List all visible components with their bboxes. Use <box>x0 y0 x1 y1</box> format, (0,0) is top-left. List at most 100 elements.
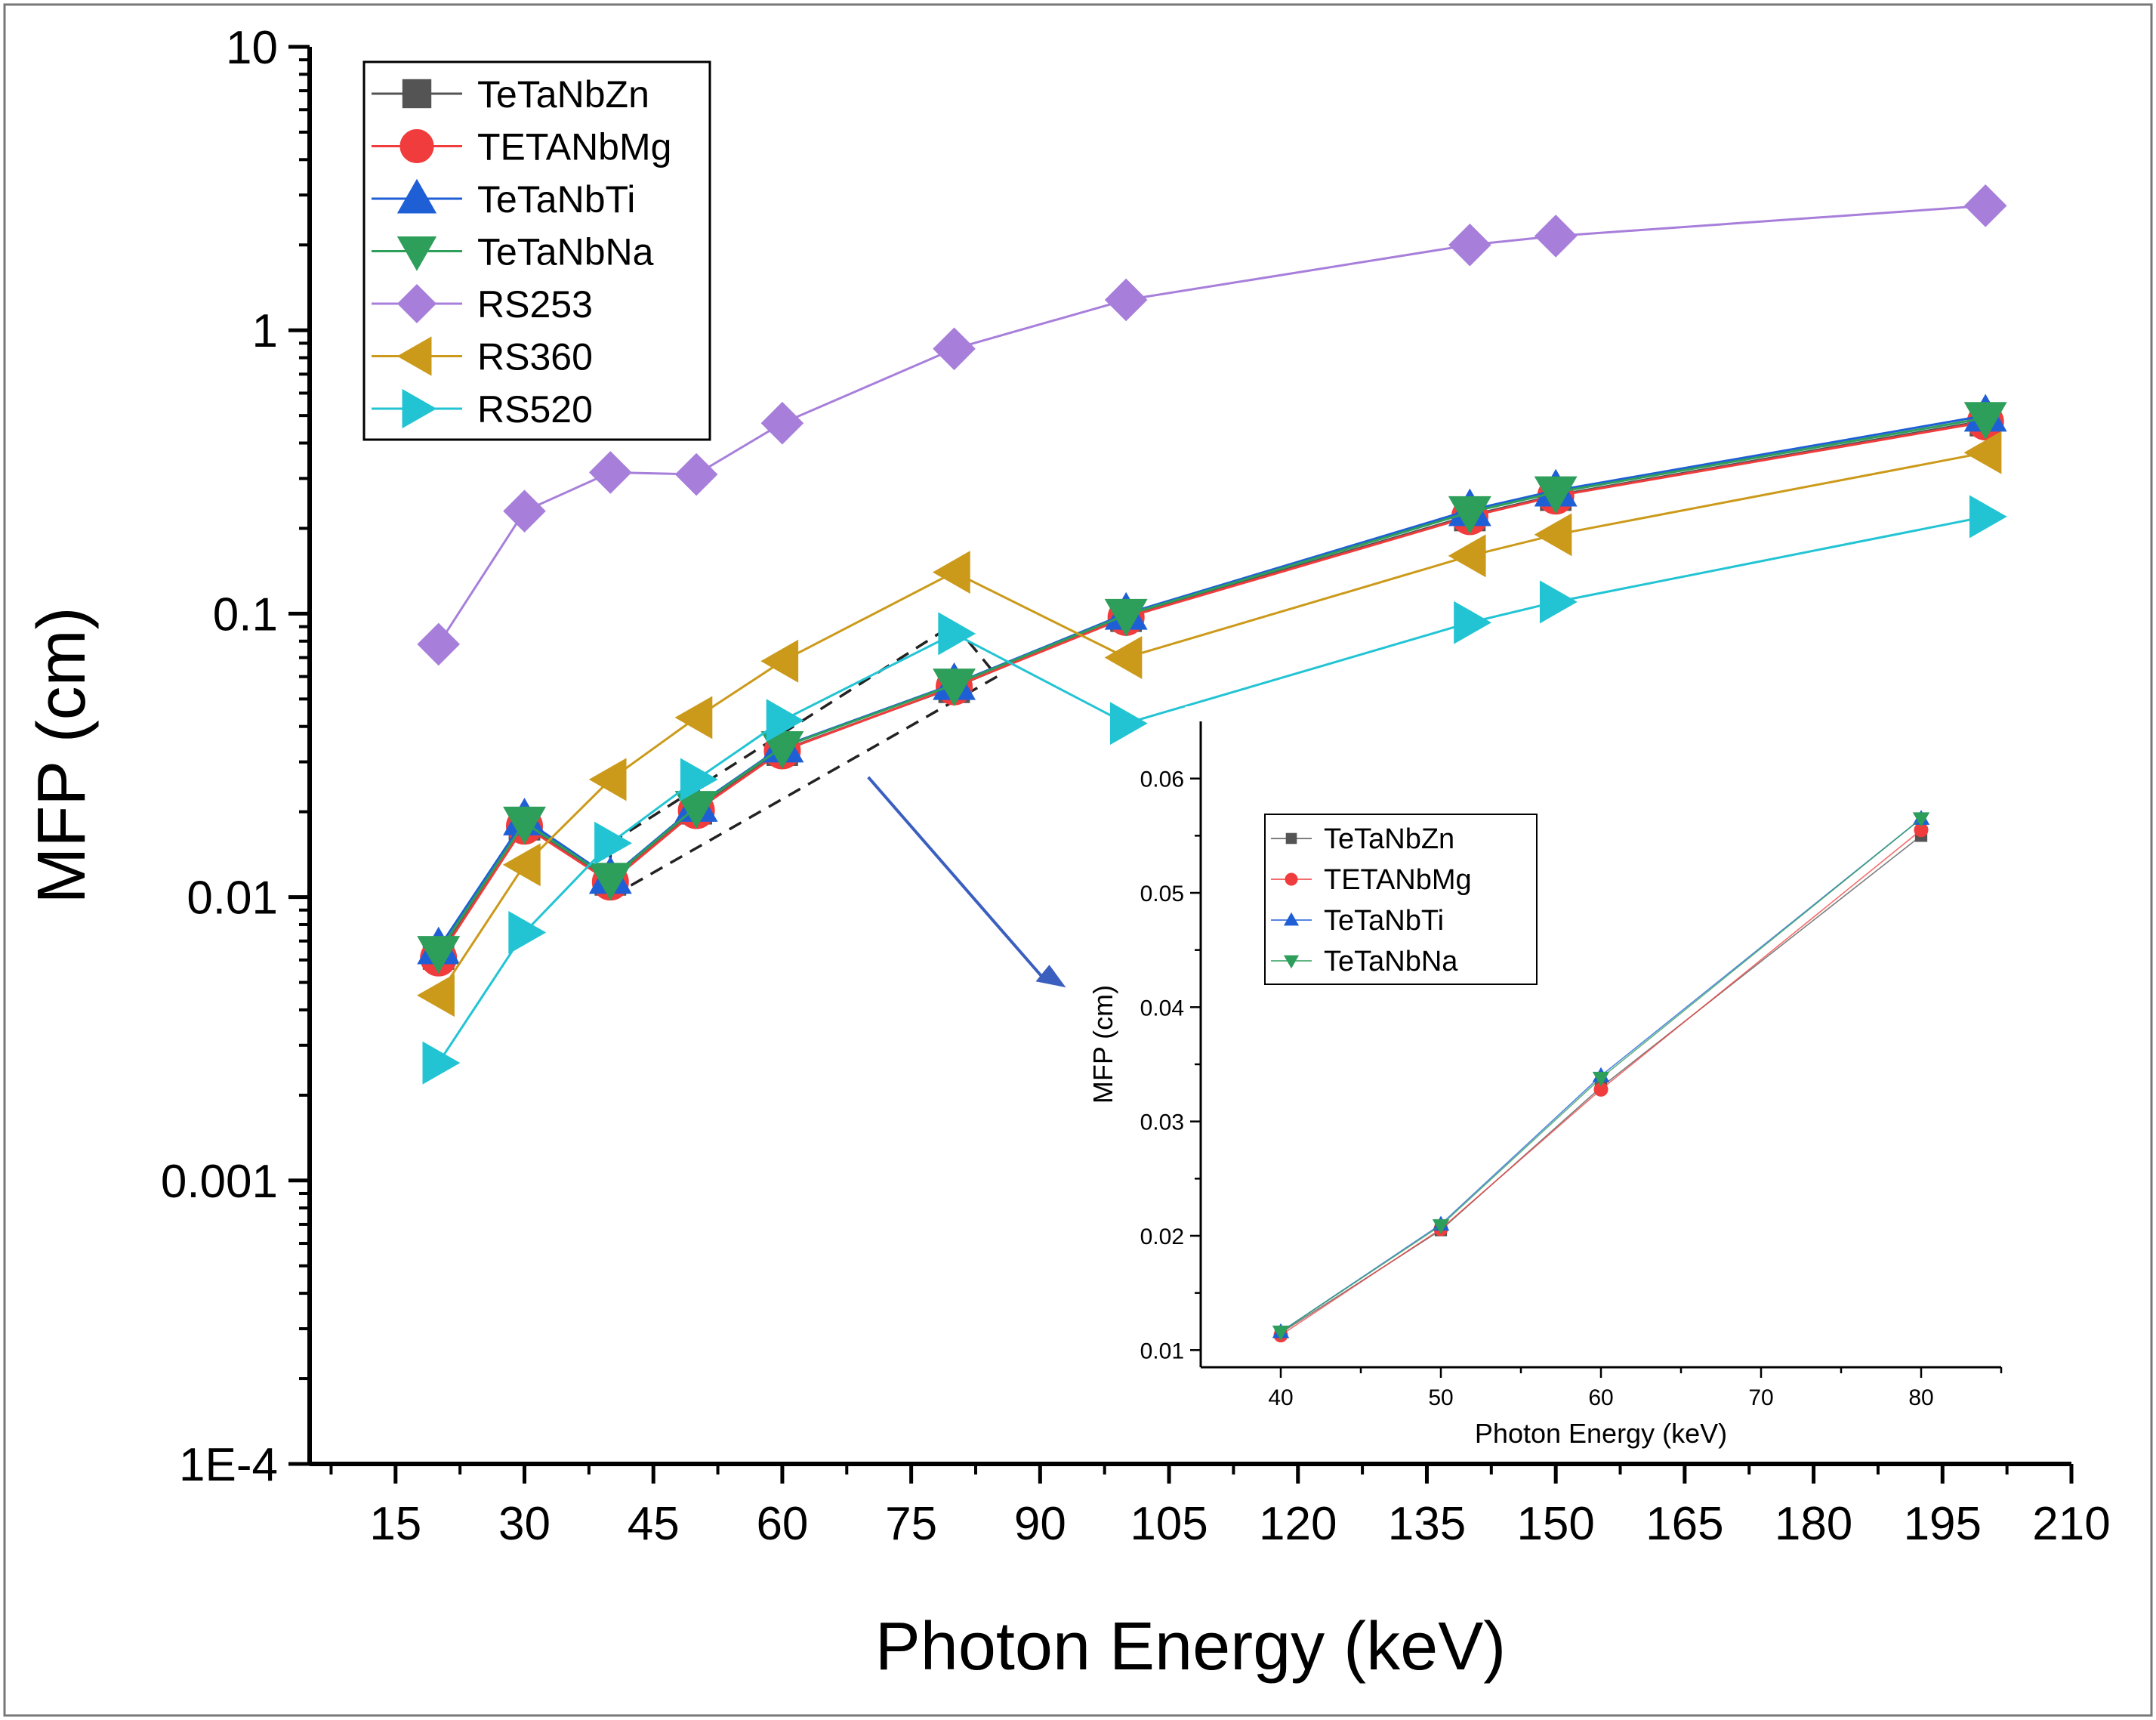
inset-y-tick-label-0: 0.01 <box>1140 1339 1184 1363</box>
inset-legend-label-tetanbti: TeTaNbTi <box>1324 905 1444 937</box>
inset-x-tick-label-60: 60 <box>1588 1385 1613 1410</box>
series-rs360 <box>417 431 2002 1017</box>
legend-marker-tetanbmg <box>399 129 434 163</box>
x-axis-title: Photon Energy (keV) <box>875 1609 1506 1684</box>
inset-data-point-tetanbna-80 <box>1912 812 1930 827</box>
data-point-tetanbna-80 <box>933 669 976 706</box>
y-axis-title: MFP (cm) <box>24 607 100 903</box>
x-tick-label-180: 180 <box>1775 1498 1852 1550</box>
legend-entry-tetanbzn: TeTaNbZn <box>372 73 649 116</box>
data-point-rs520-30 <box>508 911 547 954</box>
inset-y-axis-title: MFP (cm) <box>1087 985 1118 1104</box>
x-tick-label-45: 45 <box>628 1498 680 1550</box>
main-series-group <box>417 184 2007 1085</box>
x-tick-label-150: 150 <box>1516 1498 1594 1550</box>
data-point-rs360-100 <box>1104 636 1143 679</box>
inset-data-point-tetanbna-50 <box>1432 1219 1450 1234</box>
data-point-tetanbna-20 <box>417 936 461 974</box>
data-point-rs253-50 <box>674 452 718 496</box>
data-point-rs360-200 <box>1963 431 2002 474</box>
inset-y-tick-label-3: 0.04 <box>1140 996 1184 1021</box>
inset-legend-label-tetanbzn: TeTaNbZn <box>1324 823 1454 855</box>
data-point-rs520-140 <box>1454 601 1491 644</box>
data-point-rs520-50 <box>680 758 718 801</box>
inset-legend-marker-tetanbzn <box>1285 832 1297 845</box>
inset-legend-marker-tetanbti <box>1283 912 1300 926</box>
inset-data-point-tetanbna-40 <box>1272 1325 1290 1341</box>
legend-entry-tetanbna: TeTaNbNa <box>372 231 654 273</box>
data-point-rs360-80 <box>932 551 970 594</box>
data-point-rs520-40 <box>594 821 632 865</box>
y-tick-label-2: 0.01 <box>187 872 278 925</box>
inset-x-tick-label-40: 40 <box>1268 1385 1293 1410</box>
x-tick-label-120: 120 <box>1259 1498 1337 1550</box>
legend-label-tetanbmg: TETANbMg <box>477 126 671 168</box>
x-tick-label-75: 75 <box>885 1498 937 1550</box>
x-tick-label-90: 90 <box>1014 1498 1066 1550</box>
data-point-rs520-150 <box>1539 580 1578 624</box>
inset-legend-box <box>1264 814 1538 985</box>
inset-legend-entry-tetanbzn: TeTaNbZn <box>1271 823 1454 855</box>
inset-x-tick-label-70: 70 <box>1748 1385 1773 1410</box>
legend-entry-tetanbti: TeTaNbTi <box>372 178 635 221</box>
inset-series-line-tetanbmg <box>1280 829 1922 1336</box>
data-point-rs360-20 <box>417 974 455 1017</box>
legend-entry-rs520: RS520 <box>372 388 593 431</box>
inset-legend-entry-tetanbmg: TETANbMg <box>1271 864 1472 896</box>
legend-marker-tetanbzn <box>402 79 432 109</box>
data-point-rs253-100 <box>1104 278 1148 322</box>
x-tick-label-30: 30 <box>498 1498 551 1550</box>
series-line-rs253 <box>437 204 1986 645</box>
inset-y-tick-label-1: 0.02 <box>1140 1224 1184 1249</box>
data-point-rs253-150 <box>1534 215 1578 258</box>
legend-marker-rs360 <box>396 336 432 376</box>
data-point-rs253-200 <box>1963 184 2007 227</box>
data-point-rs253-80 <box>933 327 976 371</box>
data-point-tetanbna-150 <box>1534 476 1578 514</box>
data-point-tetanbna-100 <box>1104 598 1148 637</box>
data-point-rs520-100 <box>1109 702 1148 746</box>
data-point-rs253-140 <box>1448 223 1491 267</box>
legend-label-rs253: RS253 <box>477 283 593 326</box>
data-point-rs360-150 <box>1534 513 1572 557</box>
inset-y-tick-label-5: 0.06 <box>1140 767 1184 792</box>
data-point-tetanbna-40 <box>588 863 632 901</box>
series-line-tetanbmg <box>437 421 1986 959</box>
x-tick-label-15: 15 <box>369 1498 421 1550</box>
data-point-rs253-20 <box>417 622 461 666</box>
series-rs253 <box>417 184 2007 666</box>
data-point-rs253-60 <box>760 401 804 445</box>
series-line-tetanbna <box>437 416 1986 953</box>
data-point-rs360-140 <box>1448 534 1486 578</box>
inset-x-axis-title: Photon Energy (keV) <box>1475 1418 1727 1449</box>
series-rs520 <box>422 495 2007 1085</box>
inset-legend-marker-tetanbna <box>1283 955 1300 969</box>
legend-entry-rs253: RS253 <box>372 283 593 326</box>
inset-series-line-tetanbna <box>1280 818 1922 1332</box>
inset-chart: 40 50 60 70 80 0.01 0.02 0.03 0.04 0.05 0.06 Photon… <box>1087 706 2016 1449</box>
legend-entry-rs360: RS360 <box>372 336 593 378</box>
data-point-rs520-20 <box>422 1041 461 1085</box>
inset-series-tetanbna <box>1272 812 1930 1341</box>
inset-legend-entry-tetanbti: TeTaNbTi <box>1271 905 1444 937</box>
inset-data-point-tetanbna-60 <box>1592 1071 1610 1087</box>
legend-label-rs360: RS360 <box>477 336 593 378</box>
x-tick-label-195: 195 <box>1904 1498 1982 1550</box>
data-point-rs360-60 <box>760 639 799 683</box>
legend-marker-tetanbti <box>396 178 437 214</box>
inset-legend-label-tetanbmg: TETANbMg <box>1324 864 1472 896</box>
legend-label-tetanbzn: TeTaNbZn <box>477 73 649 116</box>
inset-y-tick-label-2: 0.03 <box>1140 1110 1184 1135</box>
series-tetanbna <box>417 402 2007 974</box>
data-point-rs520-200 <box>1969 495 2007 539</box>
data-point-rs253-30 <box>503 489 546 533</box>
y-tick-label-5: 10 <box>226 22 278 74</box>
legend-marker-rs520 <box>402 388 437 429</box>
legend-label-tetanbna: TeTaNbNa <box>477 231 654 273</box>
zoom-arrow-line <box>867 776 1046 981</box>
legend-marker-rs253 <box>396 283 437 324</box>
inset-y-tick-label-4: 0.05 <box>1140 882 1184 906</box>
data-point-rs360-40 <box>588 758 627 801</box>
x-tick-label-165: 165 <box>1646 1498 1723 1550</box>
